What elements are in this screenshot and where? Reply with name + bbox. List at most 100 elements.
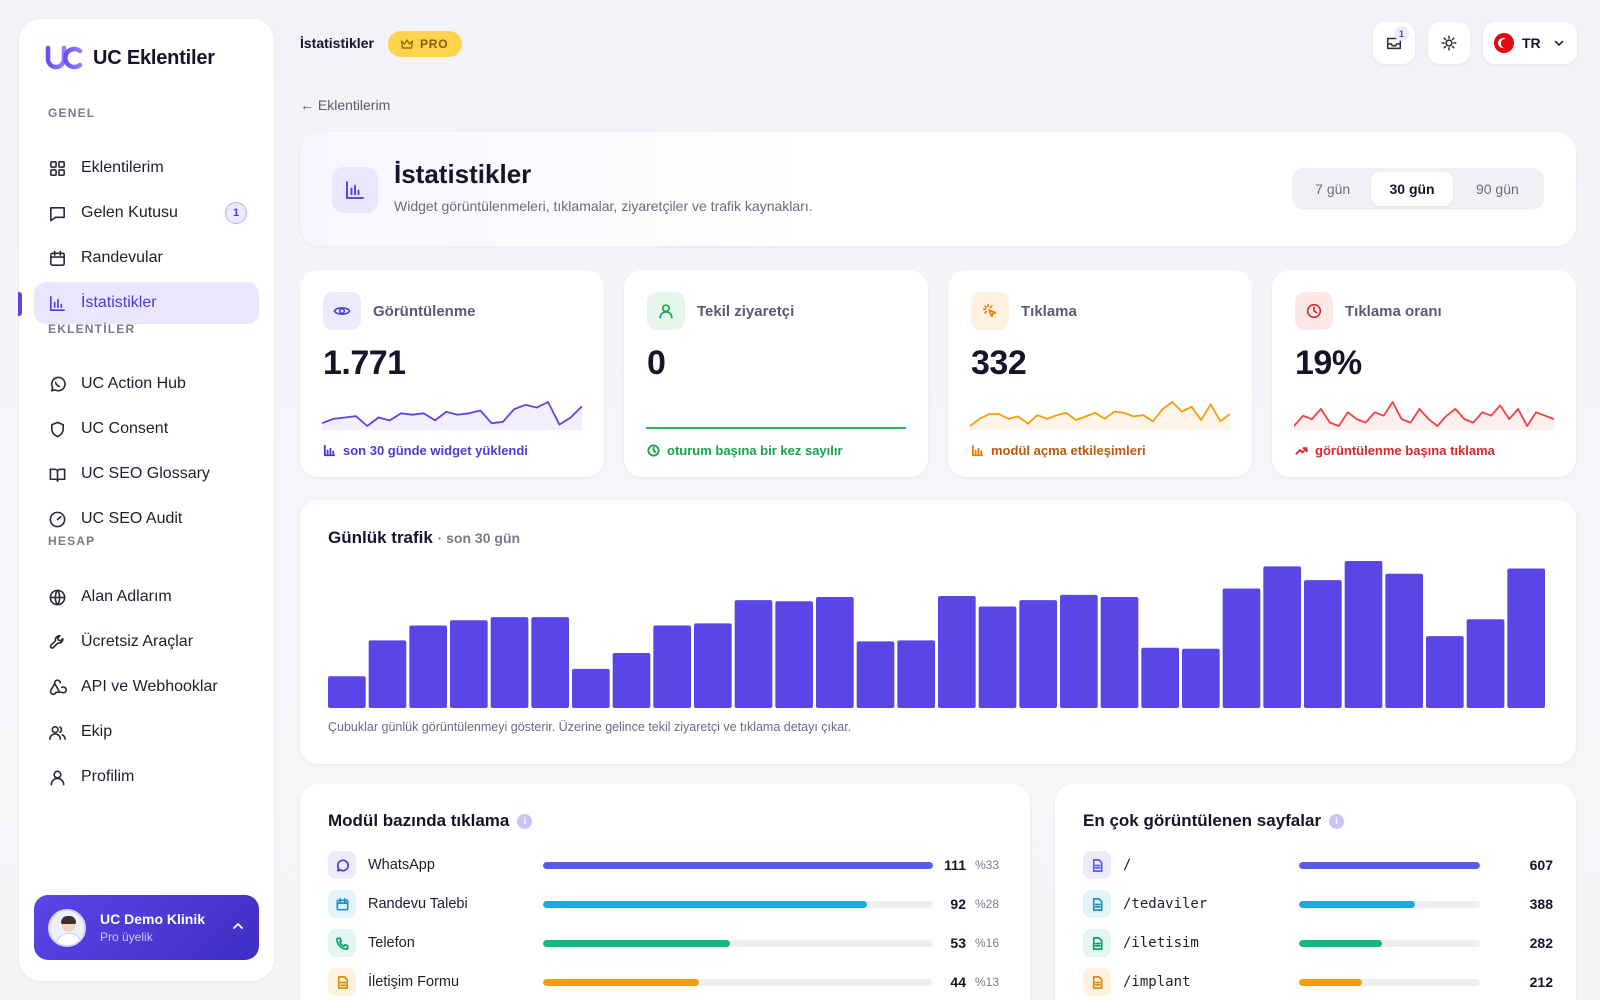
traffic-bar[interactable] [816, 597, 854, 708]
progress-bar [1299, 861, 1480, 869]
chat-icon [50, 206, 65, 221]
sidebar-item-ekip[interactable]: Ekip [34, 711, 259, 753]
row-value: 282 [1529, 935, 1553, 951]
theme-toggle-button[interactable] [1428, 22, 1470, 64]
traffic-bar[interactable] [1385, 573, 1423, 708]
tab-30-days[interactable]: 30 gün [1371, 172, 1453, 206]
page-path: /implant [1123, 974, 1191, 990]
row-label: Telefon [368, 935, 415, 951]
date-range-tabs: 7 gün 30 gün 90 gün [1292, 168, 1544, 210]
traffic-bar[interactable] [531, 617, 569, 708]
info-icon[interactable]: i [1329, 813, 1345, 829]
page-subtitle: Widget görüntülenmeleri, tıklamalar, ziy… [394, 198, 813, 214]
traffic-bar[interactable] [1466, 619, 1505, 708]
sparkline [646, 427, 906, 430]
sparkline-line [322, 401, 582, 427]
document-icon [1092, 897, 1103, 911]
traffic-bar[interactable] [1222, 588, 1261, 708]
language-selector[interactable]: TR [1483, 22, 1577, 64]
phone-icon [335, 937, 348, 950]
sidebar-item-api-webhooklar[interactable]: API ve Webhooklar [34, 666, 259, 708]
stat-card-click-rate: Tıklama oranı 19% görüntülenme başına tı… [1272, 270, 1576, 477]
traffic-bar[interactable] [450, 620, 488, 708]
document-icon [1092, 936, 1103, 950]
traffic-bar[interactable] [368, 640, 407, 708]
table-row[interactable]: /implant 212 [1083, 968, 1553, 996]
tab-7-days[interactable]: 7 gün [1315, 181, 1351, 197]
stat-label: Görüntülenme [373, 303, 476, 320]
row-label: İletişim Formu [368, 974, 460, 990]
traffic-bar[interactable] [1060, 594, 1098, 708]
sidebar-item-eklentilerim[interactable]: Eklentilerim [34, 147, 259, 189]
traffic-bar[interactable] [1263, 566, 1301, 708]
back-link[interactable]: ← Eklentilerim [300, 97, 391, 113]
user-account-card[interactable]: UC Demo Klinik Pro üyelik [34, 895, 259, 960]
row-value: 388 [1529, 896, 1553, 912]
sidebar-item-randevular[interactable]: Randevular [34, 237, 259, 279]
traffic-bar[interactable] [897, 640, 935, 708]
traffic-bar[interactable] [1507, 568, 1545, 708]
brand[interactable]: UC Eklentiler [45, 45, 215, 71]
stat-value: 332 [971, 344, 1027, 382]
sidebar-item-uc-action-hub[interactable]: UC Action Hub [34, 363, 259, 405]
sidebar-item-alan-adlarim[interactable]: Alan Adlarım [34, 576, 259, 618]
tab-90-days[interactable]: 90 gün [1475, 181, 1519, 197]
traffic-bar[interactable] [409, 625, 447, 708]
shield-icon [50, 421, 65, 437]
stat-label: Tıklama oranı [1345, 303, 1442, 320]
notifications-button[interactable]: 1 [1373, 22, 1415, 64]
table-row[interactable]: /tedaviler 388 [1083, 890, 1553, 918]
traffic-bar[interactable] [572, 668, 610, 708]
row-percent: %33 [975, 858, 1000, 872]
traffic-bar[interactable] [653, 625, 691, 708]
traffic-bar[interactable] [328, 676, 366, 708]
crown-icon [400, 39, 414, 49]
whatsapp-icon [50, 376, 66, 391]
traffic-bar[interactable] [1304, 580, 1342, 708]
traffic-bar[interactable] [490, 617, 529, 708]
traffic-bar[interactable] [734, 600, 773, 708]
traffic-bar[interactable] [1426, 636, 1464, 708]
traffic-bar[interactable] [1019, 600, 1057, 708]
sidebar-item-uc-consent[interactable]: UC Consent [34, 408, 259, 450]
stat-card-clicks: Tıklama 332 modül açma etkileşimleri [948, 270, 1252, 477]
traffic-bar[interactable] [978, 606, 1017, 708]
section-label-plugins: EKLENTİLER [48, 322, 136, 336]
brand-name: UC Eklentiler [93, 46, 215, 69]
traffic-bar[interactable] [1182, 648, 1220, 708]
sidebar-item-uc-seo-audit[interactable]: UC SEO Audit [34, 498, 259, 540]
page-breadcrumb-title: İstatistikler [300, 35, 374, 51]
traffic-bar[interactable] [1141, 647, 1179, 708]
info-icon[interactable]: i [517, 813, 533, 829]
sidebar-item-profilim[interactable]: Profilim [34, 756, 259, 798]
stat-card-views: Görüntülenme 1.771 son 30 günde widget y… [300, 270, 604, 477]
bar-chart-icon [971, 444, 984, 457]
sidebar-item-ucretsiz-araclar[interactable]: Ücretsiz Araçlar [34, 621, 259, 663]
traffic-bar[interactable] [1344, 561, 1383, 708]
row-percent: %13 [975, 975, 1000, 989]
row-value: 111 [944, 857, 966, 873]
progress-fill [543, 978, 699, 986]
trend-up-icon [1295, 447, 1308, 455]
calendar-icon [50, 250, 65, 266]
traffic-bar[interactable] [1100, 597, 1139, 708]
traffic-bar[interactable] [938, 595, 976, 708]
whatsapp-icon [336, 859, 349, 871]
row-icon-bg [1083, 968, 1111, 996]
traffic-bar[interactable] [856, 641, 895, 708]
progress-bar [1299, 900, 1480, 908]
sidebar-item-gelen-kutusu[interactable]: Gelen Kutusu 1 [34, 192, 259, 234]
sparkline-line [970, 401, 1230, 427]
traffic-bar[interactable] [694, 623, 732, 708]
stat-footer-text: görüntülenme başına tıklama [1315, 443, 1495, 458]
sidebar-item-istatistikler[interactable]: İstatistikler [34, 282, 259, 324]
progress-fill [543, 861, 933, 869]
sparkline [322, 401, 582, 430]
sidebar-item-uc-seo-glossary[interactable]: UC SEO Glossary [34, 453, 259, 495]
traffic-bar[interactable] [612, 653, 651, 708]
traffic-bar[interactable] [775, 601, 813, 708]
table-row[interactable]: /iletisim 282 [1083, 929, 1553, 957]
inbox-count-badge: 1 [225, 202, 247, 224]
book-icon [49, 467, 66, 482]
table-row[interactable]: / 607 [1083, 851, 1553, 879]
